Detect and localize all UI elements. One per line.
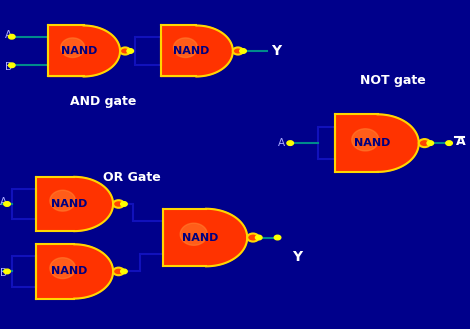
Polygon shape — [161, 26, 233, 77]
Circle shape — [4, 269, 10, 274]
Circle shape — [4, 202, 10, 206]
Text: NAND: NAND — [354, 138, 390, 148]
Circle shape — [127, 49, 133, 53]
Circle shape — [247, 234, 258, 241]
Polygon shape — [37, 244, 113, 299]
Polygon shape — [50, 258, 76, 279]
Polygon shape — [37, 177, 113, 231]
Polygon shape — [61, 38, 85, 58]
Circle shape — [120, 47, 130, 55]
Text: NAND: NAND — [51, 266, 87, 276]
Circle shape — [427, 141, 433, 145]
Circle shape — [287, 141, 293, 145]
Circle shape — [274, 235, 281, 240]
Circle shape — [419, 139, 431, 147]
Text: B: B — [5, 62, 12, 72]
Text: AND gate: AND gate — [70, 95, 137, 109]
Text: NAND: NAND — [51, 199, 87, 209]
Circle shape — [121, 269, 127, 274]
Text: B: B — [0, 268, 7, 278]
Text: A: A — [5, 30, 12, 40]
Circle shape — [8, 63, 15, 67]
Polygon shape — [352, 129, 379, 151]
Text: A: A — [278, 138, 285, 148]
Circle shape — [121, 202, 127, 206]
Text: OR Gate: OR Gate — [103, 171, 160, 184]
Polygon shape — [335, 114, 419, 172]
Text: Y: Y — [271, 44, 282, 58]
Circle shape — [240, 49, 246, 53]
Text: NAND: NAND — [61, 46, 97, 56]
Circle shape — [446, 141, 452, 145]
Text: A: A — [456, 135, 466, 148]
Polygon shape — [173, 38, 197, 58]
Circle shape — [256, 235, 262, 240]
Text: NAND: NAND — [173, 46, 210, 56]
Text: A: A — [0, 197, 7, 207]
Polygon shape — [180, 223, 207, 245]
Circle shape — [113, 200, 124, 208]
Circle shape — [113, 267, 124, 275]
Polygon shape — [50, 190, 76, 211]
Polygon shape — [48, 26, 120, 77]
Circle shape — [233, 47, 243, 55]
Polygon shape — [164, 209, 247, 266]
Circle shape — [8, 35, 15, 39]
Text: NOT gate: NOT gate — [360, 74, 425, 87]
Text: Y: Y — [292, 250, 302, 264]
Text: NAND: NAND — [182, 233, 219, 242]
